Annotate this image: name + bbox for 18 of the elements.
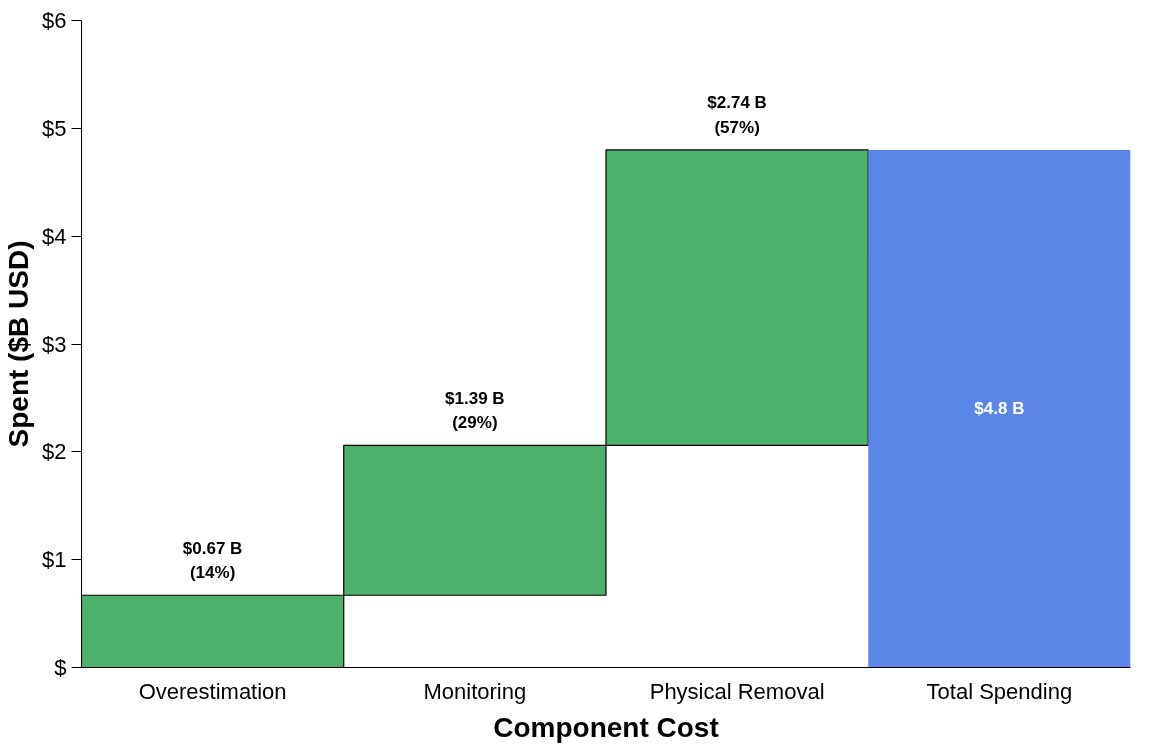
x-axis-title: Component Cost xyxy=(493,711,719,743)
x-tick-label: Overestimation xyxy=(138,678,287,704)
y-tick-label: $3 xyxy=(42,331,67,357)
y-tick-label: $4 xyxy=(42,223,67,249)
y-axis-title: Spent ($B USD) xyxy=(3,240,35,448)
x-tick-label: Monitoring xyxy=(423,678,527,704)
data-label: $4.8 B xyxy=(974,399,1025,419)
data-label: $2.74 B (57%) xyxy=(707,93,767,137)
data-label: $1.39 B (29%) xyxy=(445,388,505,433)
data-label: $0.67 B (14%) xyxy=(182,538,243,583)
x-tick-label: Physical Removal xyxy=(649,678,825,704)
bar xyxy=(868,149,1131,668)
y-tick-label: $ xyxy=(54,655,67,680)
y-tick-label: $2 xyxy=(42,439,67,465)
y-tick-label: $6 xyxy=(42,8,67,33)
y-tick-label: $5 xyxy=(42,115,67,141)
y-tick-label: $1 xyxy=(42,547,67,573)
x-tick-label: Total Spending xyxy=(926,678,1073,704)
